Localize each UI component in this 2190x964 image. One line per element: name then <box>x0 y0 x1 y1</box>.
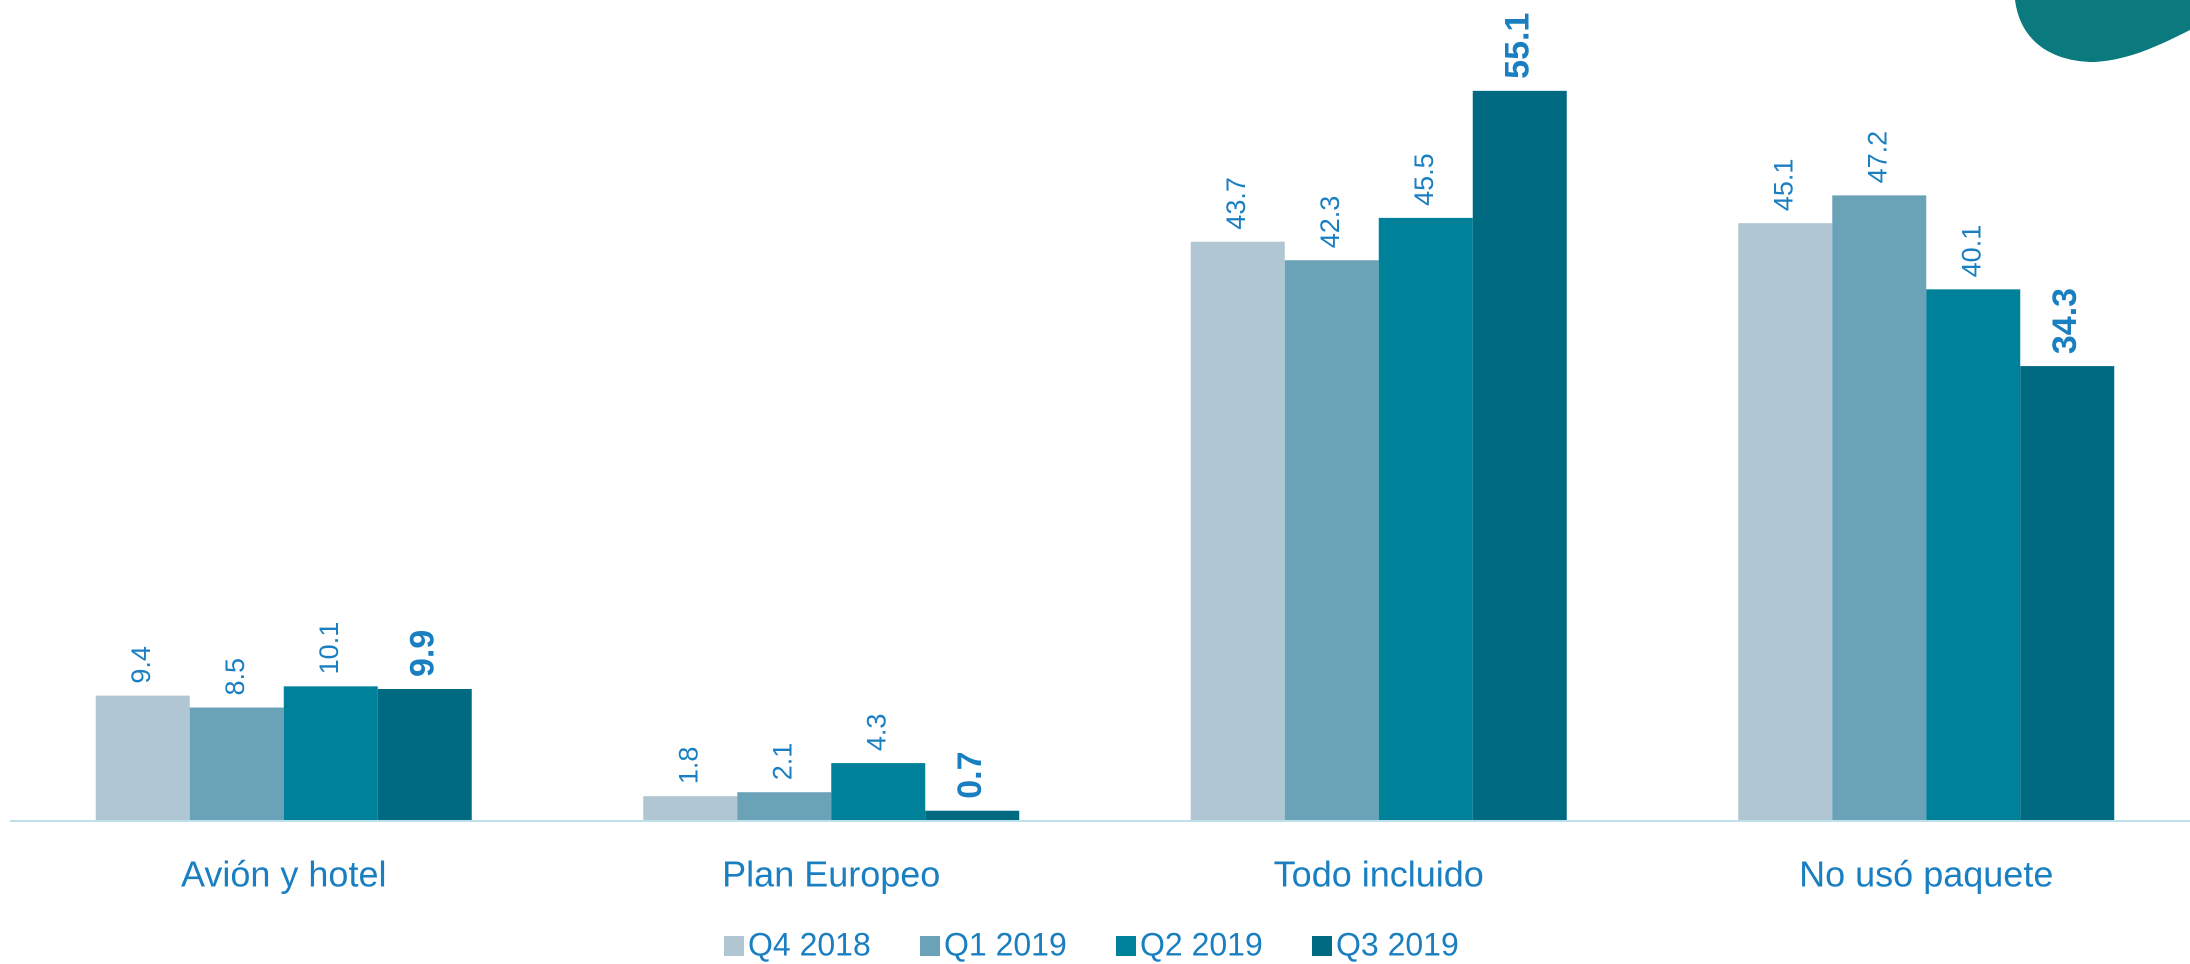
decoration <box>2015 0 2190 62</box>
x-tick-label: No usó paquete <box>1799 854 2053 895</box>
value-label: 47.2 <box>1862 131 1892 184</box>
value-label: 45.1 <box>1768 159 1798 212</box>
value-label: 1.8 <box>673 747 703 785</box>
bar <box>283 686 378 820</box>
bar <box>1926 289 2021 820</box>
bar <box>1378 217 1473 821</box>
legend-label: Q1 2019 <box>944 926 1067 962</box>
bar <box>925 810 1020 820</box>
bar <box>831 763 926 820</box>
legend-swatch <box>724 936 744 956</box>
value-label: 2.1 <box>767 743 797 781</box>
bar <box>95 695 190 820</box>
value-label: 42.3 <box>1315 196 1345 249</box>
bar <box>1472 90 1567 821</box>
value-label: 55.1 <box>1499 13 1537 79</box>
value-label: 10.1 <box>314 622 344 675</box>
value-label: 45.5 <box>1409 153 1439 206</box>
legend-label: Q4 2018 <box>748 926 871 962</box>
bar <box>1738 223 1833 821</box>
x-tick-label: Plan Europeo <box>722 854 940 895</box>
value-label: 34.3 <box>2046 288 2084 354</box>
legend-swatch <box>1116 936 1136 956</box>
x-tick-label: Avión y hotel <box>181 854 386 895</box>
bar <box>2020 366 2115 820</box>
value-label: 40.1 <box>1956 225 1986 278</box>
legend-swatch <box>1312 936 1332 956</box>
bar <box>1832 195 1927 821</box>
bar <box>643 796 738 820</box>
value-label: 9.4 <box>126 646 156 684</box>
value-label: 0.7 <box>951 751 989 798</box>
value-label: 8.5 <box>220 658 250 696</box>
bar <box>737 792 832 820</box>
bar <box>189 707 284 820</box>
value-label: 9.9 <box>404 630 442 677</box>
bar <box>1190 241 1285 820</box>
legend-label: Q2 2019 <box>1140 926 1263 962</box>
value-label: 4.3 <box>861 714 891 752</box>
legend-label: Q3 2019 <box>1336 926 1459 962</box>
value-label: 43.7 <box>1221 177 1251 230</box>
bar <box>1284 260 1379 821</box>
legend-swatch <box>920 936 940 956</box>
bar <box>377 688 472 820</box>
x-tick-label: Todo incluido <box>1274 854 1484 895</box>
